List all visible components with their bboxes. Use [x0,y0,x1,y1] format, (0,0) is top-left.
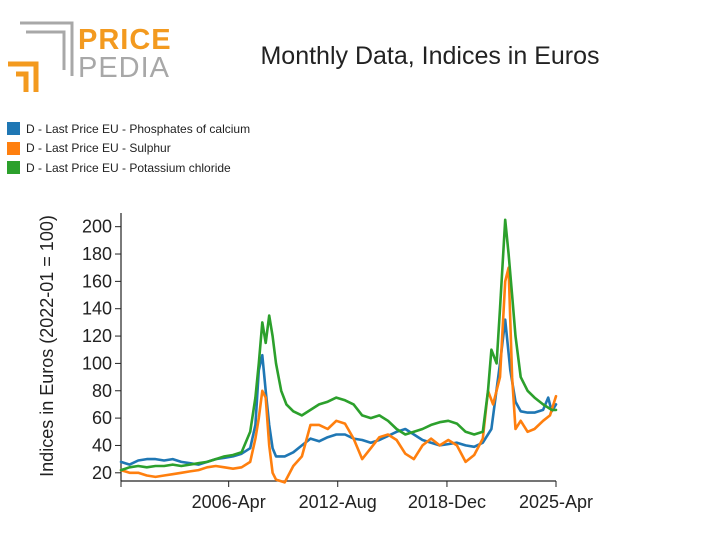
x-axis: 2006-Apr 2012-Aug 2018-Dec 2025-Apr [120,480,593,512]
pricepedia-logo: PRICE PEDIA [6,20,171,96]
y-tick-label: 100 [82,353,112,373]
series-line[interactable] [119,218,558,472]
legend-label: D - Last Price EU - Phosphates of calciu… [26,121,251,136]
y-axis: 20 40 60 80 100 120 140 160 180 200 [82,213,122,483]
legend-item[interactable]: D - Last Price EU - Phosphates of calciu… [7,119,250,139]
logo-bracket-icon [8,21,74,92]
y-tick-label: 60 [92,408,112,428]
legend-item[interactable]: D - Last Price EU - Sulphur [7,139,250,159]
legend-label: D - Last Price EU - Potassium chloride [26,160,231,175]
legend-swatch [7,122,20,136]
y-tick-label: 200 [82,217,112,237]
legend-label: D - Last Price EU - Sulphur [26,141,171,156]
series-line[interactable] [119,318,558,466]
chart-title: Monthly Data, Indices in Euros [260,42,600,70]
chart-lines [119,218,558,484]
legend-swatch [7,141,20,155]
y-tick-label: 120 [82,326,112,346]
y-axis-label: Indices in Euros (2022-01 = 100) [37,215,57,477]
legend-item[interactable]: D - Last Price EU - Potassium chloride [7,158,250,178]
y-tick-label: 180 [82,244,112,264]
x-tick-label: 2025-Apr [519,492,593,512]
y-tick-label: 140 [82,299,112,319]
series-line[interactable] [119,266,558,484]
logo-text-price: PRICE [78,24,172,56]
chart-legend: D - Last Price EU - Phosphates of calciu… [7,119,250,178]
x-tick-label: 2018-Dec [408,492,486,512]
y-tick-label: 160 [82,271,112,291]
logo-text-pedia: PEDIA [78,52,171,84]
y-tick-label: 80 [92,381,112,401]
x-tick-label: 2012-Aug [299,492,377,512]
x-tick-label: 2006-Apr [192,492,266,512]
legend-swatch [7,161,20,175]
y-tick-label: 40 [92,435,112,455]
y-tick-label: 20 [92,463,112,483]
